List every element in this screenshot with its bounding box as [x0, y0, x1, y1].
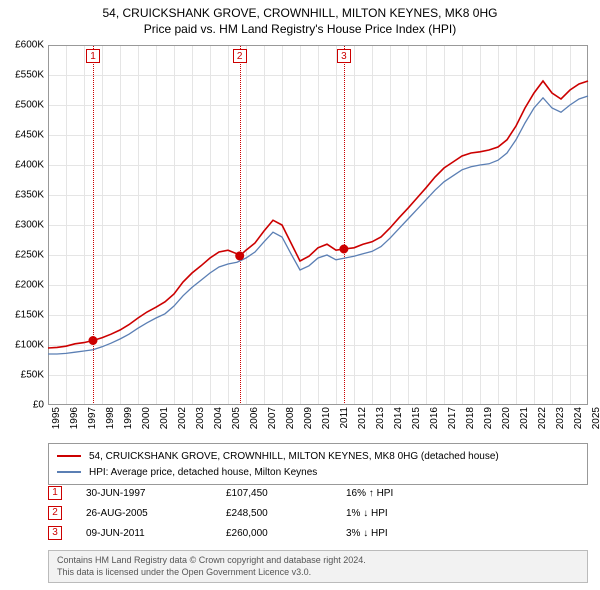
x-tick-label: 2010: [321, 407, 332, 437]
x-tick-label: 2022: [537, 407, 548, 437]
x-tick-label: 1999: [123, 407, 134, 437]
series-line-hpi: [48, 96, 588, 354]
y-tick-label: £400K: [2, 160, 44, 171]
x-tick-label: 2020: [501, 407, 512, 437]
sales-row-price: £260,000: [226, 528, 346, 539]
x-tick-label: 2006: [249, 407, 260, 437]
x-tick-label: 2002: [177, 407, 188, 437]
title-line-1: 54, CRUICKSHANK GROVE, CROWNHILL, MILTON…: [0, 6, 600, 22]
chart-title-block: 54, CRUICKSHANK GROVE, CROWNHILL, MILTON…: [0, 0, 600, 37]
sales-row-price: £248,500: [226, 508, 346, 519]
x-tick-label: 2015: [411, 407, 422, 437]
legend-swatch-property: [57, 455, 81, 457]
legend: 54, CRUICKSHANK GROVE, CROWNHILL, MILTON…: [48, 443, 588, 485]
x-tick-label: 2017: [447, 407, 458, 437]
sales-row-date: 30-JUN-1997: [86, 488, 226, 499]
sale-marker-box: 2: [233, 49, 247, 63]
x-tick-label: 2018: [465, 407, 476, 437]
x-tick-label: 2009: [303, 407, 314, 437]
legend-row-hpi: HPI: Average price, detached house, Milt…: [57, 464, 579, 480]
sales-row-date: 26-AUG-2005: [86, 508, 226, 519]
y-tick-label: £600K: [2, 40, 44, 51]
sale-dot: [340, 245, 348, 253]
x-tick-label: 1997: [87, 407, 98, 437]
attribution-line-1: Contains HM Land Registry data © Crown c…: [57, 555, 579, 567]
legend-label-property: 54, CRUICKSHANK GROVE, CROWNHILL, MILTON…: [89, 451, 499, 462]
y-tick-label: £150K: [2, 310, 44, 321]
title-line-2: Price paid vs. HM Land Registry's House …: [0, 22, 600, 38]
x-tick-label: 2012: [357, 407, 368, 437]
x-tick-label: 2023: [555, 407, 566, 437]
sales-row-marker: 3: [48, 526, 62, 540]
sales-row-price: £107,450: [226, 488, 346, 499]
sales-row-diff: 3% ↓ HPI: [346, 528, 446, 539]
y-tick-label: £450K: [2, 130, 44, 141]
sales-table: 1 30-JUN-1997£107,45016% ↑ HPI 2 26-AUG-200…: [48, 483, 588, 543]
sales-row-diff: 1% ↓ HPI: [346, 508, 446, 519]
x-tick-label: 1998: [105, 407, 116, 437]
sales-row-marker: 1: [48, 486, 62, 500]
x-tick-label: 1995: [51, 407, 62, 437]
sales-row: 1 30-JUN-1997£107,45016% ↑ HPI: [48, 483, 588, 503]
x-tick-label: 1996: [69, 407, 80, 437]
x-tick-label: 2004: [213, 407, 224, 437]
x-tick-label: 2019: [483, 407, 494, 437]
x-tick-label: 2024: [573, 407, 584, 437]
sale-marker-box: 1: [86, 49, 100, 63]
attribution-line-2: This data is licensed under the Open Gov…: [57, 567, 579, 579]
x-tick-label: 2005: [231, 407, 242, 437]
x-tick-label: 2008: [285, 407, 296, 437]
y-tick-label: £300K: [2, 220, 44, 231]
legend-label-hpi: HPI: Average price, detached house, Milt…: [89, 467, 317, 478]
x-tick-label: 2001: [159, 407, 170, 437]
y-tick-label: £500K: [2, 100, 44, 111]
series-line-property: [48, 81, 588, 348]
y-tick-label: £350K: [2, 190, 44, 201]
sales-row-marker: 2: [48, 506, 62, 520]
attribution-box: Contains HM Land Registry data © Crown c…: [48, 550, 588, 583]
x-tick-label: 2016: [429, 407, 440, 437]
x-tick-label: 2021: [519, 407, 530, 437]
chart-area: [48, 45, 588, 405]
y-tick-label: £250K: [2, 250, 44, 261]
sales-row: 2 26-AUG-2005£248,5001% ↓ HPI: [48, 503, 588, 523]
x-tick-label: 2000: [141, 407, 152, 437]
x-tick-label: 2003: [195, 407, 206, 437]
x-tick-label: 2025: [591, 407, 600, 437]
sales-row: 3 09-JUN-2011£260,0003% ↓ HPI: [48, 523, 588, 543]
legend-swatch-hpi: [57, 471, 81, 473]
y-tick-label: £550K: [2, 70, 44, 81]
y-tick-label: £100K: [2, 340, 44, 351]
x-tick-label: 2011: [339, 407, 350, 437]
sale-marker-box: 3: [337, 49, 351, 63]
sales-row-date: 09-JUN-2011: [86, 528, 226, 539]
x-tick-label: 2013: [375, 407, 386, 437]
sales-row-diff: 16% ↑ HPI: [346, 488, 446, 499]
y-tick-label: £50K: [2, 370, 44, 381]
sale-dot: [89, 337, 97, 345]
y-tick-label: £0: [2, 400, 44, 411]
legend-row-property: 54, CRUICKSHANK GROVE, CROWNHILL, MILTON…: [57, 448, 579, 464]
x-tick-label: 2007: [267, 407, 278, 437]
x-tick-label: 2014: [393, 407, 404, 437]
chart-lines-svg: [48, 45, 588, 405]
y-tick-label: £200K: [2, 280, 44, 291]
sale-dot: [236, 252, 244, 260]
